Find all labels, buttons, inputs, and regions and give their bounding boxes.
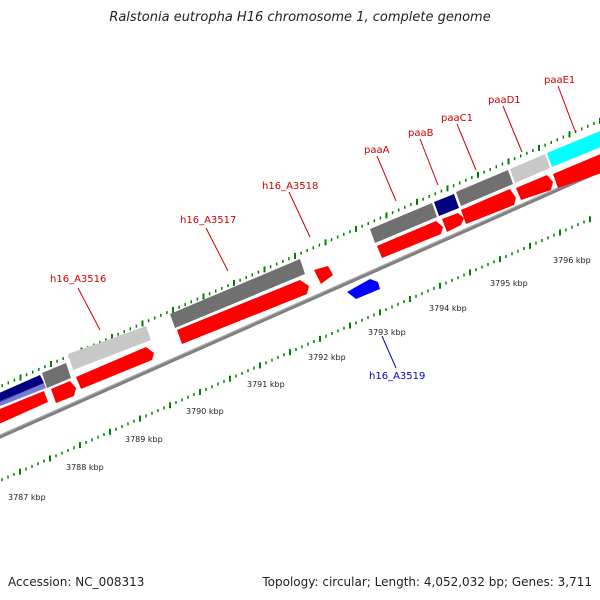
- scale-label: 3789 kbp: [125, 435, 163, 444]
- scale-label: 3796 kbp: [553, 256, 591, 265]
- gene-label-paaB[interactable]: paaB: [408, 128, 434, 139]
- feature-track: [0, 127, 600, 410]
- gene-arrow-red-10[interactable]: [553, 150, 600, 188]
- gene-box-darkgray-3[interactable]: [370, 203, 437, 243]
- page-title: Ralstonia eutropha H16 chromosome 1, com…: [109, 10, 491, 25]
- gene-label-paaC1[interactable]: paaC1: [441, 113, 473, 124]
- gene-arrow-red-8[interactable]: [461, 189, 516, 224]
- gene-labels: h16_A3516 h16_A3517 h16_A3518 paaA paaB …: [50, 75, 575, 382]
- gene-label-h16-A3519[interactable]: h16_A3519: [369, 371, 425, 382]
- genome-stats-text: Topology: circular; Length: 4,052,032 bp…: [262, 575, 592, 589]
- accession-text: Accession: NC_008313: [8, 575, 145, 589]
- scale-label: 3791 kbp: [247, 380, 285, 389]
- inner-tick-track: [1, 216, 591, 482]
- gene-arrow-red-5[interactable]: [314, 266, 333, 284]
- gene-box-darkgray-1[interactable]: [42, 363, 71, 388]
- gene-arrow-red-3[interactable]: [76, 347, 154, 389]
- gene-box-cyan[interactable]: [547, 127, 600, 167]
- backbone: [0, 168, 600, 439]
- gene-box-navy-2[interactable]: [434, 194, 459, 216]
- gene-arrow-red-1[interactable]: [0, 391, 48, 428]
- scale-label: 3790 kbp: [186, 407, 224, 416]
- scale-label: 3795 kbp: [490, 279, 528, 288]
- scale-labels: 3787 kbp 3788 kbp 3789 kbp 3790 kbp 3791 kbp…: [8, 256, 591, 502]
- outer-tick-track: [1, 117, 600, 388]
- gene-label-h16-A3517[interactable]: h16_A3517: [180, 215, 236, 226]
- gene-box-navy-left[interactable]: [0, 375, 44, 407]
- scale-label: 3788 kbp: [66, 463, 104, 472]
- scale-label: 3793 kbp: [368, 328, 406, 337]
- gene-box-darkgray-2[interactable]: [170, 259, 305, 328]
- gene-arrow-red-6[interactable]: [377, 221, 443, 258]
- gene-label-h16-A3516[interactable]: h16_A3516: [50, 274, 106, 285]
- gene-label-h16-A3518[interactable]: h16_A3518: [262, 181, 318, 192]
- gene-arrow-red-2[interactable]: [51, 381, 76, 403]
- label-leader-lines: [77, 85, 576, 369]
- gene-arrow-blue-h16-A3519[interactable]: [347, 279, 380, 299]
- scale-label: 3787 kbp: [8, 493, 46, 502]
- gene-box-lightgray-1[interactable]: [68, 326, 151, 370]
- scale-label: 3794 kbp: [429, 304, 467, 313]
- gene-arrow-red-9[interactable]: [516, 175, 553, 200]
- gene-label-paaE1[interactable]: paaE1: [544, 75, 575, 86]
- gene-arrow-red-7[interactable]: [442, 213, 464, 232]
- gene-arrow-red-4[interactable]: [177, 280, 309, 344]
- gene-box-slate-left[interactable]: [0, 383, 46, 410]
- gene-box-lightgray-2[interactable]: [510, 154, 550, 183]
- gene-label-paaD1[interactable]: paaD1: [488, 95, 521, 106]
- scale-label: 3792 kbp: [308, 353, 346, 362]
- gene-box-darkgray-4[interactable]: [456, 170, 513, 206]
- gene-label-paaA[interactable]: paaA: [364, 145, 390, 156]
- red-gene-track: [0, 150, 600, 428]
